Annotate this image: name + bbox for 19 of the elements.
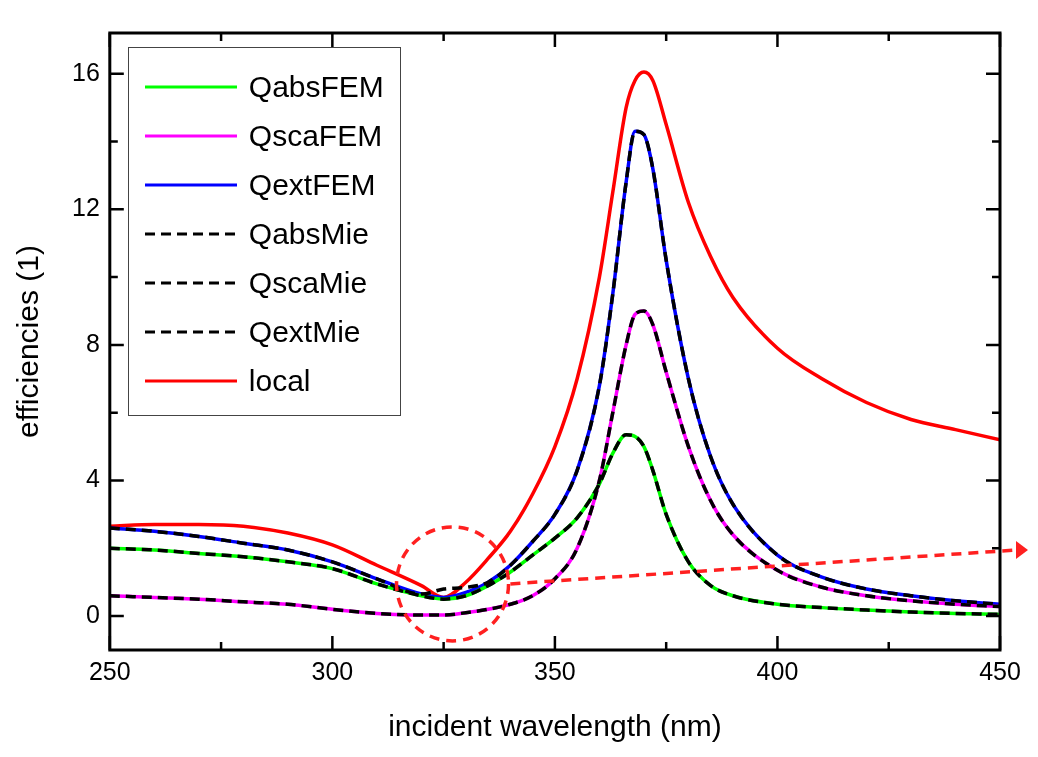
legend-label: QextFEM bbox=[248, 167, 376, 202]
y-tick-label: 12 bbox=[72, 193, 100, 222]
y-tick-label: 8 bbox=[85, 328, 100, 357]
y-tick-label: 4 bbox=[85, 464, 100, 493]
x-tick-label: 450 bbox=[979, 656, 1021, 685]
legend-label: QabsFEM bbox=[248, 69, 384, 104]
y-tick-label: 16 bbox=[72, 57, 100, 86]
legend-label: QabsMie bbox=[248, 216, 369, 251]
x-tick-label: 250 bbox=[88, 656, 131, 685]
x-tick-label: 300 bbox=[311, 656, 354, 685]
legend-label: QextMie bbox=[248, 314, 361, 349]
legend-label: QscaFEM bbox=[248, 118, 383, 153]
y-axis-title: efficiencies (1) bbox=[11, 245, 45, 438]
x-tick-label: 400 bbox=[756, 656, 799, 685]
legend-label: local bbox=[248, 363, 311, 398]
legend-label: QscaMie bbox=[248, 265, 368, 300]
x-tick-label: 350 bbox=[534, 656, 576, 685]
x-axis-title: incident wavelength (nm) bbox=[388, 709, 722, 743]
y-tick-label: 0 bbox=[85, 599, 100, 628]
